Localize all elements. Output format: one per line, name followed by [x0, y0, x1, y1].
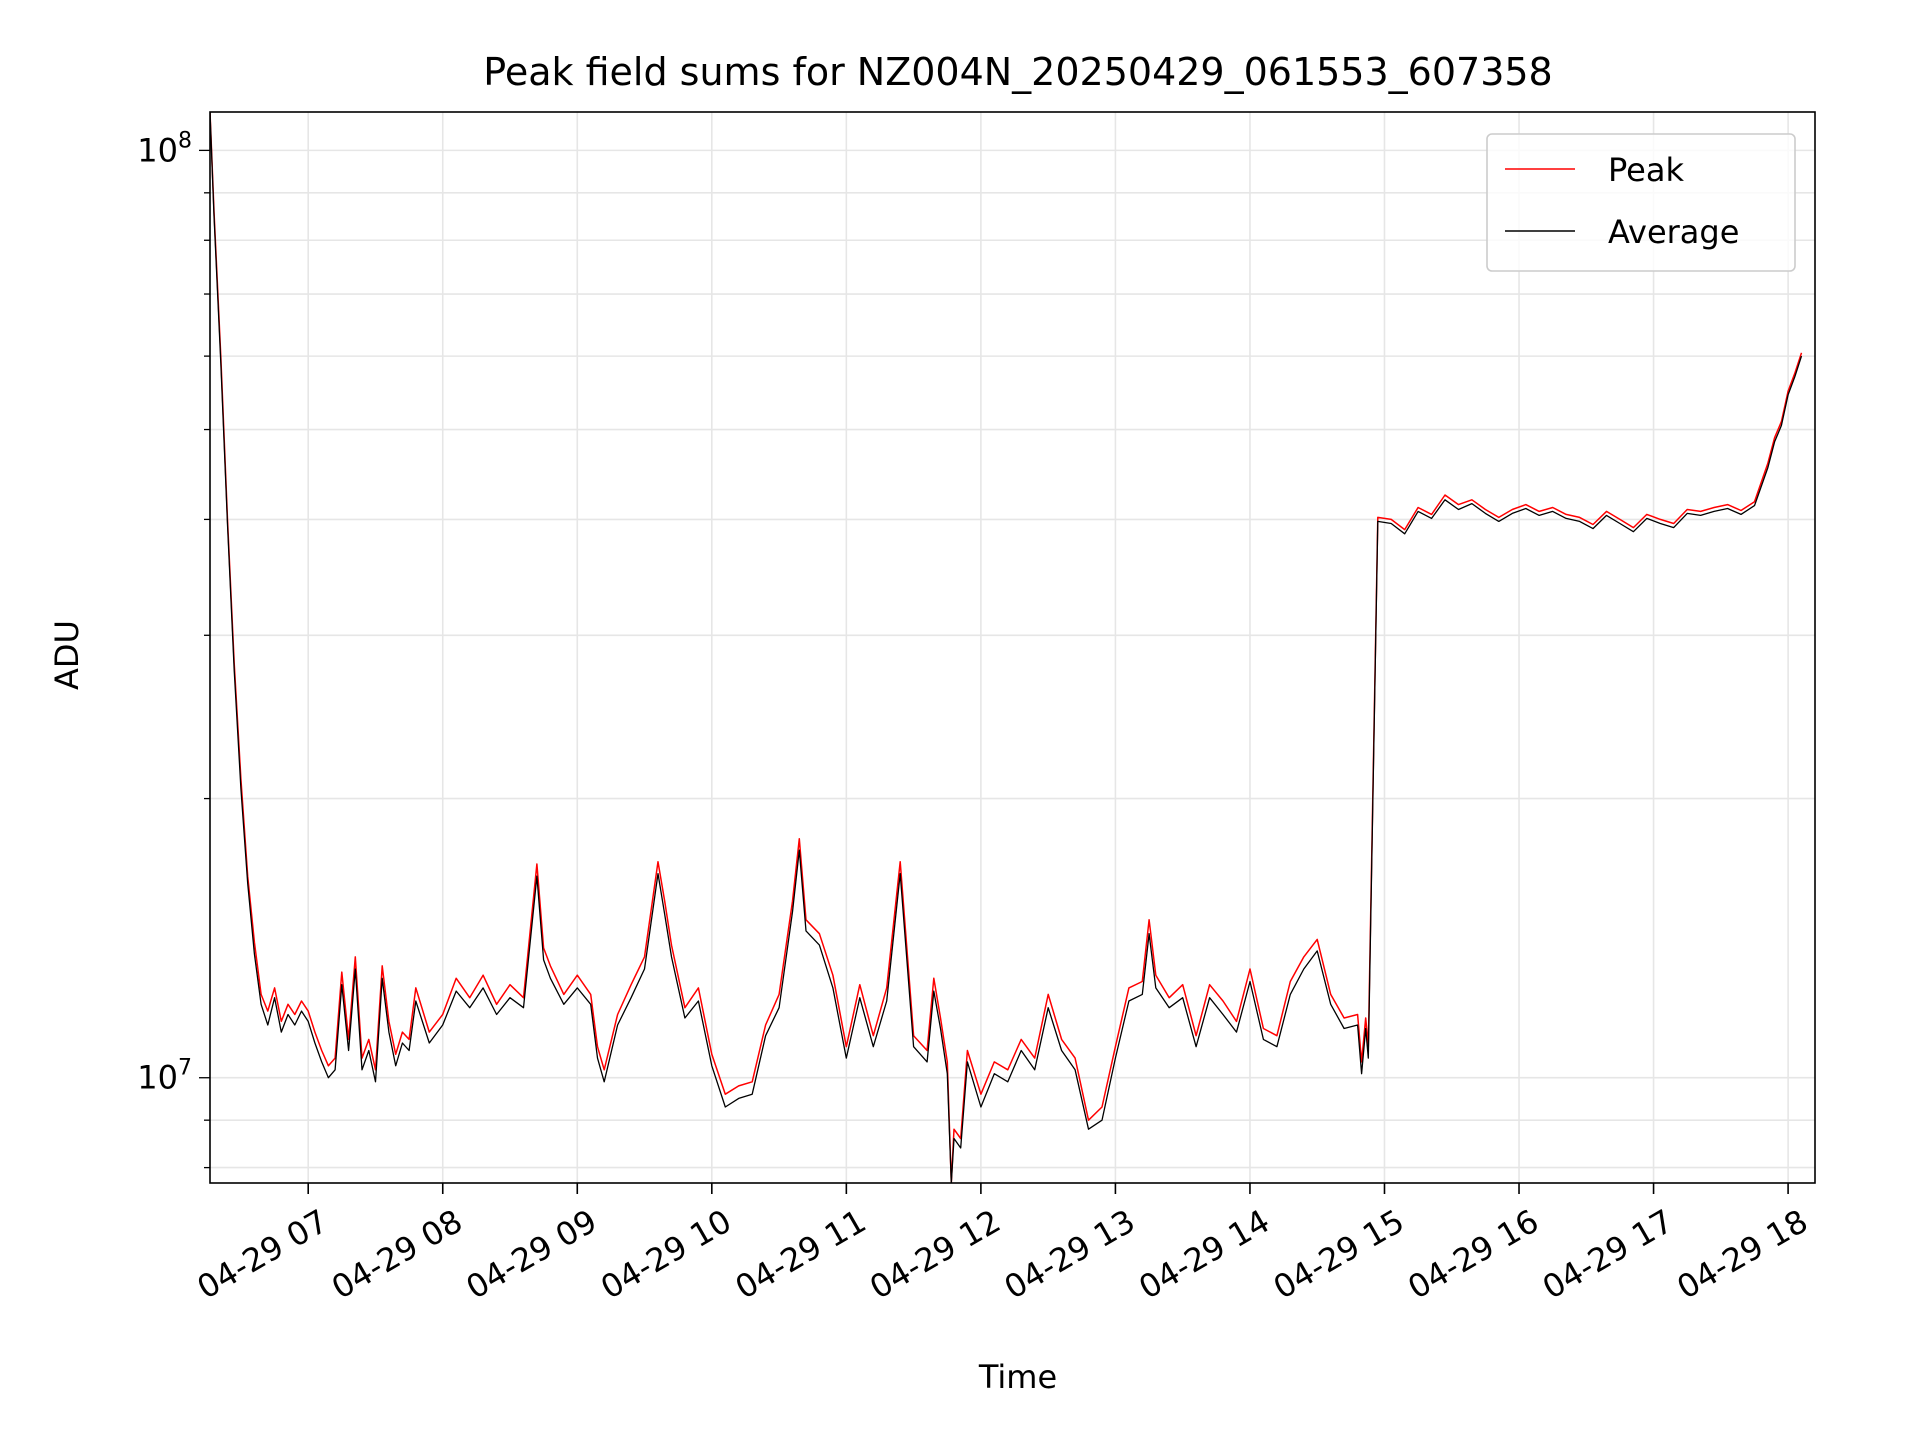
axes	[209, 111, 1816, 1184]
series-line-average	[210, 112, 1803, 1183]
y-tick-label: 108	[137, 128, 192, 169]
legend: Peak Average	[1486, 133, 1796, 272]
series-lines	[210, 112, 1803, 1183]
legend-label-average: Average	[1608, 213, 1739, 251]
y-tick-label-base: 10	[137, 131, 178, 169]
series-line-peak	[210, 112, 1803, 1183]
chart-title: Peak field sums for NZ004N_20250429_0615…	[483, 50, 1552, 94]
plot-frame	[209, 111, 1816, 1184]
grid	[210, 112, 1815, 1183]
legend-label-peak: Peak	[1608, 151, 1684, 189]
y-tick-label-exponent: 8	[178, 128, 192, 153]
y-tick-label-base: 10	[137, 1059, 178, 1097]
y-tick-label: 107	[137, 1056, 192, 1097]
y-axis-label: ADU	[48, 620, 86, 690]
x-axis-label: Time	[978, 1358, 1057, 1396]
y-tick-label-exponent: 7	[178, 1056, 192, 1081]
